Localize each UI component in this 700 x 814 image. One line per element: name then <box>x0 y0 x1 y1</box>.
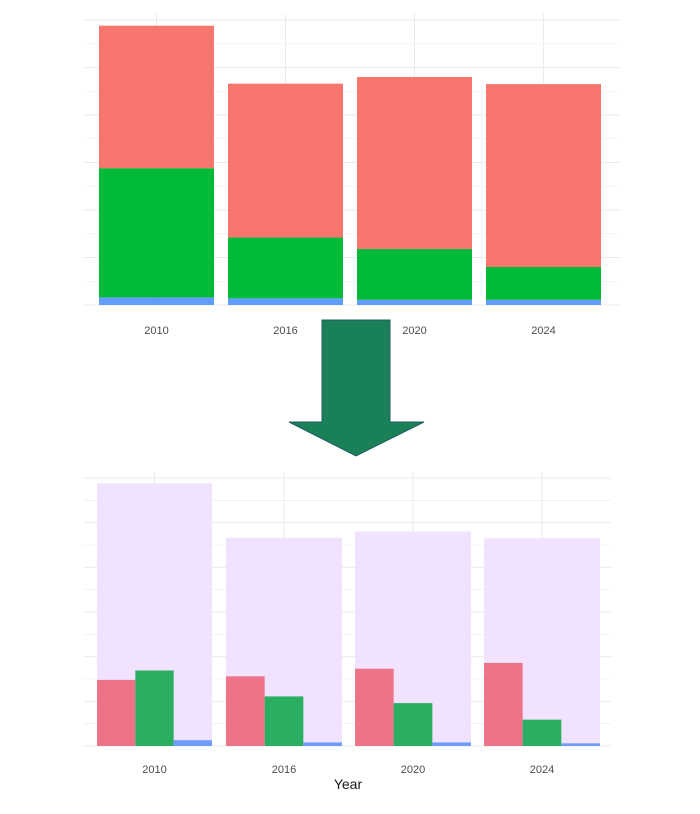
grouped-bar <box>355 668 394 746</box>
grouped-bar <box>173 740 212 746</box>
transform-arrow-icon <box>288 319 425 457</box>
x-tick-label: 2010 <box>142 764 166 776</box>
stacked-bar-segment <box>486 299 601 305</box>
bottom-total-bars <box>97 483 600 746</box>
grouped-bar <box>393 703 433 746</box>
x-tick-label: 2016 <box>272 764 296 776</box>
stacked-bar-segment <box>357 77 472 249</box>
x-tick-label: 2010 <box>144 325 168 337</box>
grouped-bar <box>522 719 562 746</box>
stacked-bar-segment <box>99 25 214 169</box>
x-tick-label: 2016 <box>273 325 297 337</box>
stacked-bar-segment <box>228 237 343 299</box>
grouped-bar <box>303 742 342 746</box>
grouped-bar <box>561 743 600 746</box>
grouped-bar <box>264 696 304 746</box>
x-tick-label: 2020 <box>401 764 425 776</box>
grouped-bar <box>226 676 265 746</box>
stacked-bar-segment <box>228 298 343 305</box>
grouped-bar-chart: 2010 2016 2020 2024 Year <box>84 472 611 792</box>
stacked-bar-chart: 2010 2016 2020 2024 <box>84 14 620 337</box>
grouped-bar <box>135 670 174 746</box>
stacked-bar-segment <box>486 84 601 267</box>
x-tick-label: 2020 <box>402 325 426 337</box>
stacked-bar-segment <box>486 267 601 300</box>
stacked-bar-segment <box>228 83 343 238</box>
stacked-bar-segment <box>99 297 214 305</box>
stacked-bar-segment <box>99 168 214 298</box>
x-tick-label: 2024 <box>530 764 554 776</box>
bottom-bars <box>97 662 600 746</box>
grouped-bar <box>484 662 523 746</box>
bottom-x-ticks: 2010 2016 2020 2024 <box>142 764 554 776</box>
down-arrow-icon <box>288 319 425 457</box>
grouped-bar <box>432 742 471 746</box>
stacked-bar-segment <box>357 299 472 305</box>
x-tick-label: 2024 <box>531 325 555 337</box>
x-axis-title: Year <box>334 776 363 792</box>
top-x-ticks: 2010 2016 2020 2024 <box>144 325 555 337</box>
top-bars <box>99 25 601 305</box>
grouped-bar <box>97 679 136 746</box>
stacked-bar-segment <box>357 248 472 300</box>
